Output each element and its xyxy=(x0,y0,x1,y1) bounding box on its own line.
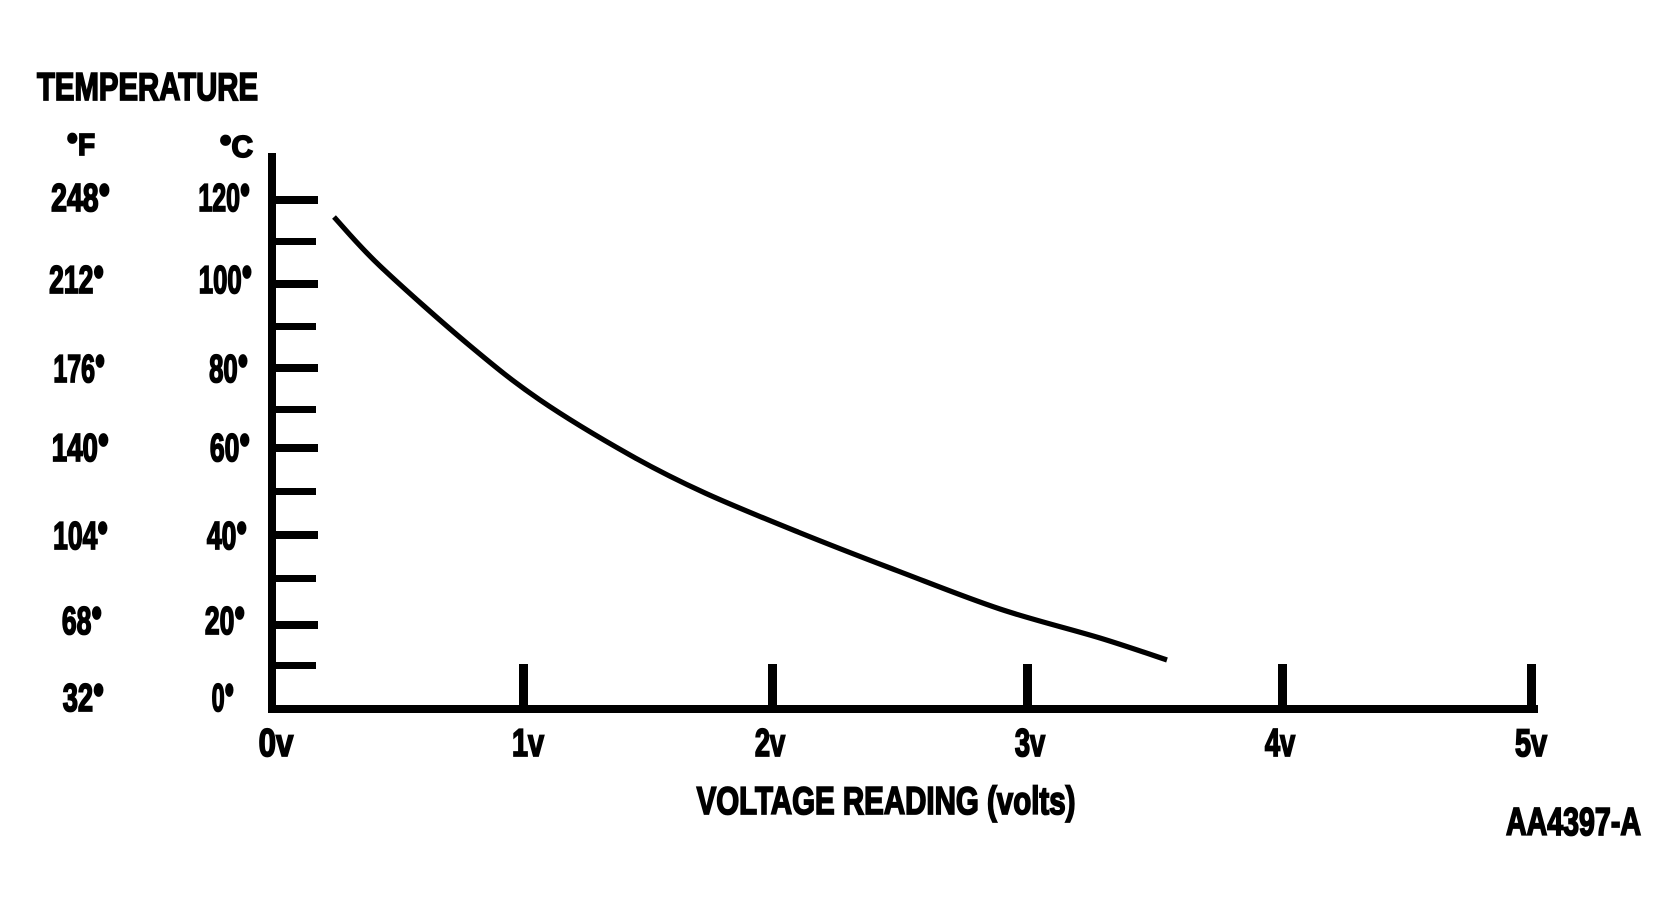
svg-text:2v: 2v xyxy=(755,722,786,765)
svg-text:40°: 40° xyxy=(207,515,247,558)
svg-text:80°: 80° xyxy=(209,348,248,392)
svg-text:VOLTAGE READING (volts): VOLTAGE READING (volts) xyxy=(697,780,1076,823)
svg-text:248°: 248° xyxy=(51,177,110,220)
svg-text:104°: 104° xyxy=(53,515,108,558)
svg-text:5v: 5v xyxy=(1515,722,1547,765)
svg-text:°F: °F xyxy=(67,128,95,163)
svg-text:32°: 32° xyxy=(63,677,104,720)
svg-text:°C: °C xyxy=(220,129,253,164)
svg-text:TEMPERATURE: TEMPERATURE xyxy=(37,66,258,109)
svg-text:68°: 68° xyxy=(62,600,102,643)
svg-text:100°: 100° xyxy=(199,259,252,303)
svg-text:120°: 120° xyxy=(198,175,250,219)
svg-text:212°: 212° xyxy=(49,259,104,302)
svg-text:176°: 176° xyxy=(53,346,105,390)
svg-text:1v: 1v xyxy=(512,722,544,765)
svg-text:20°: 20° xyxy=(205,600,245,643)
svg-text:0°: 0° xyxy=(212,676,234,720)
svg-text:140°: 140° xyxy=(52,426,109,470)
svg-text:4v: 4v xyxy=(1265,722,1296,765)
svg-text:AA4397-A: AA4397-A xyxy=(1506,801,1641,844)
svg-text:0v: 0v xyxy=(259,722,294,765)
svg-text:60°: 60° xyxy=(210,427,250,470)
svg-text:3v: 3v xyxy=(1015,722,1046,765)
